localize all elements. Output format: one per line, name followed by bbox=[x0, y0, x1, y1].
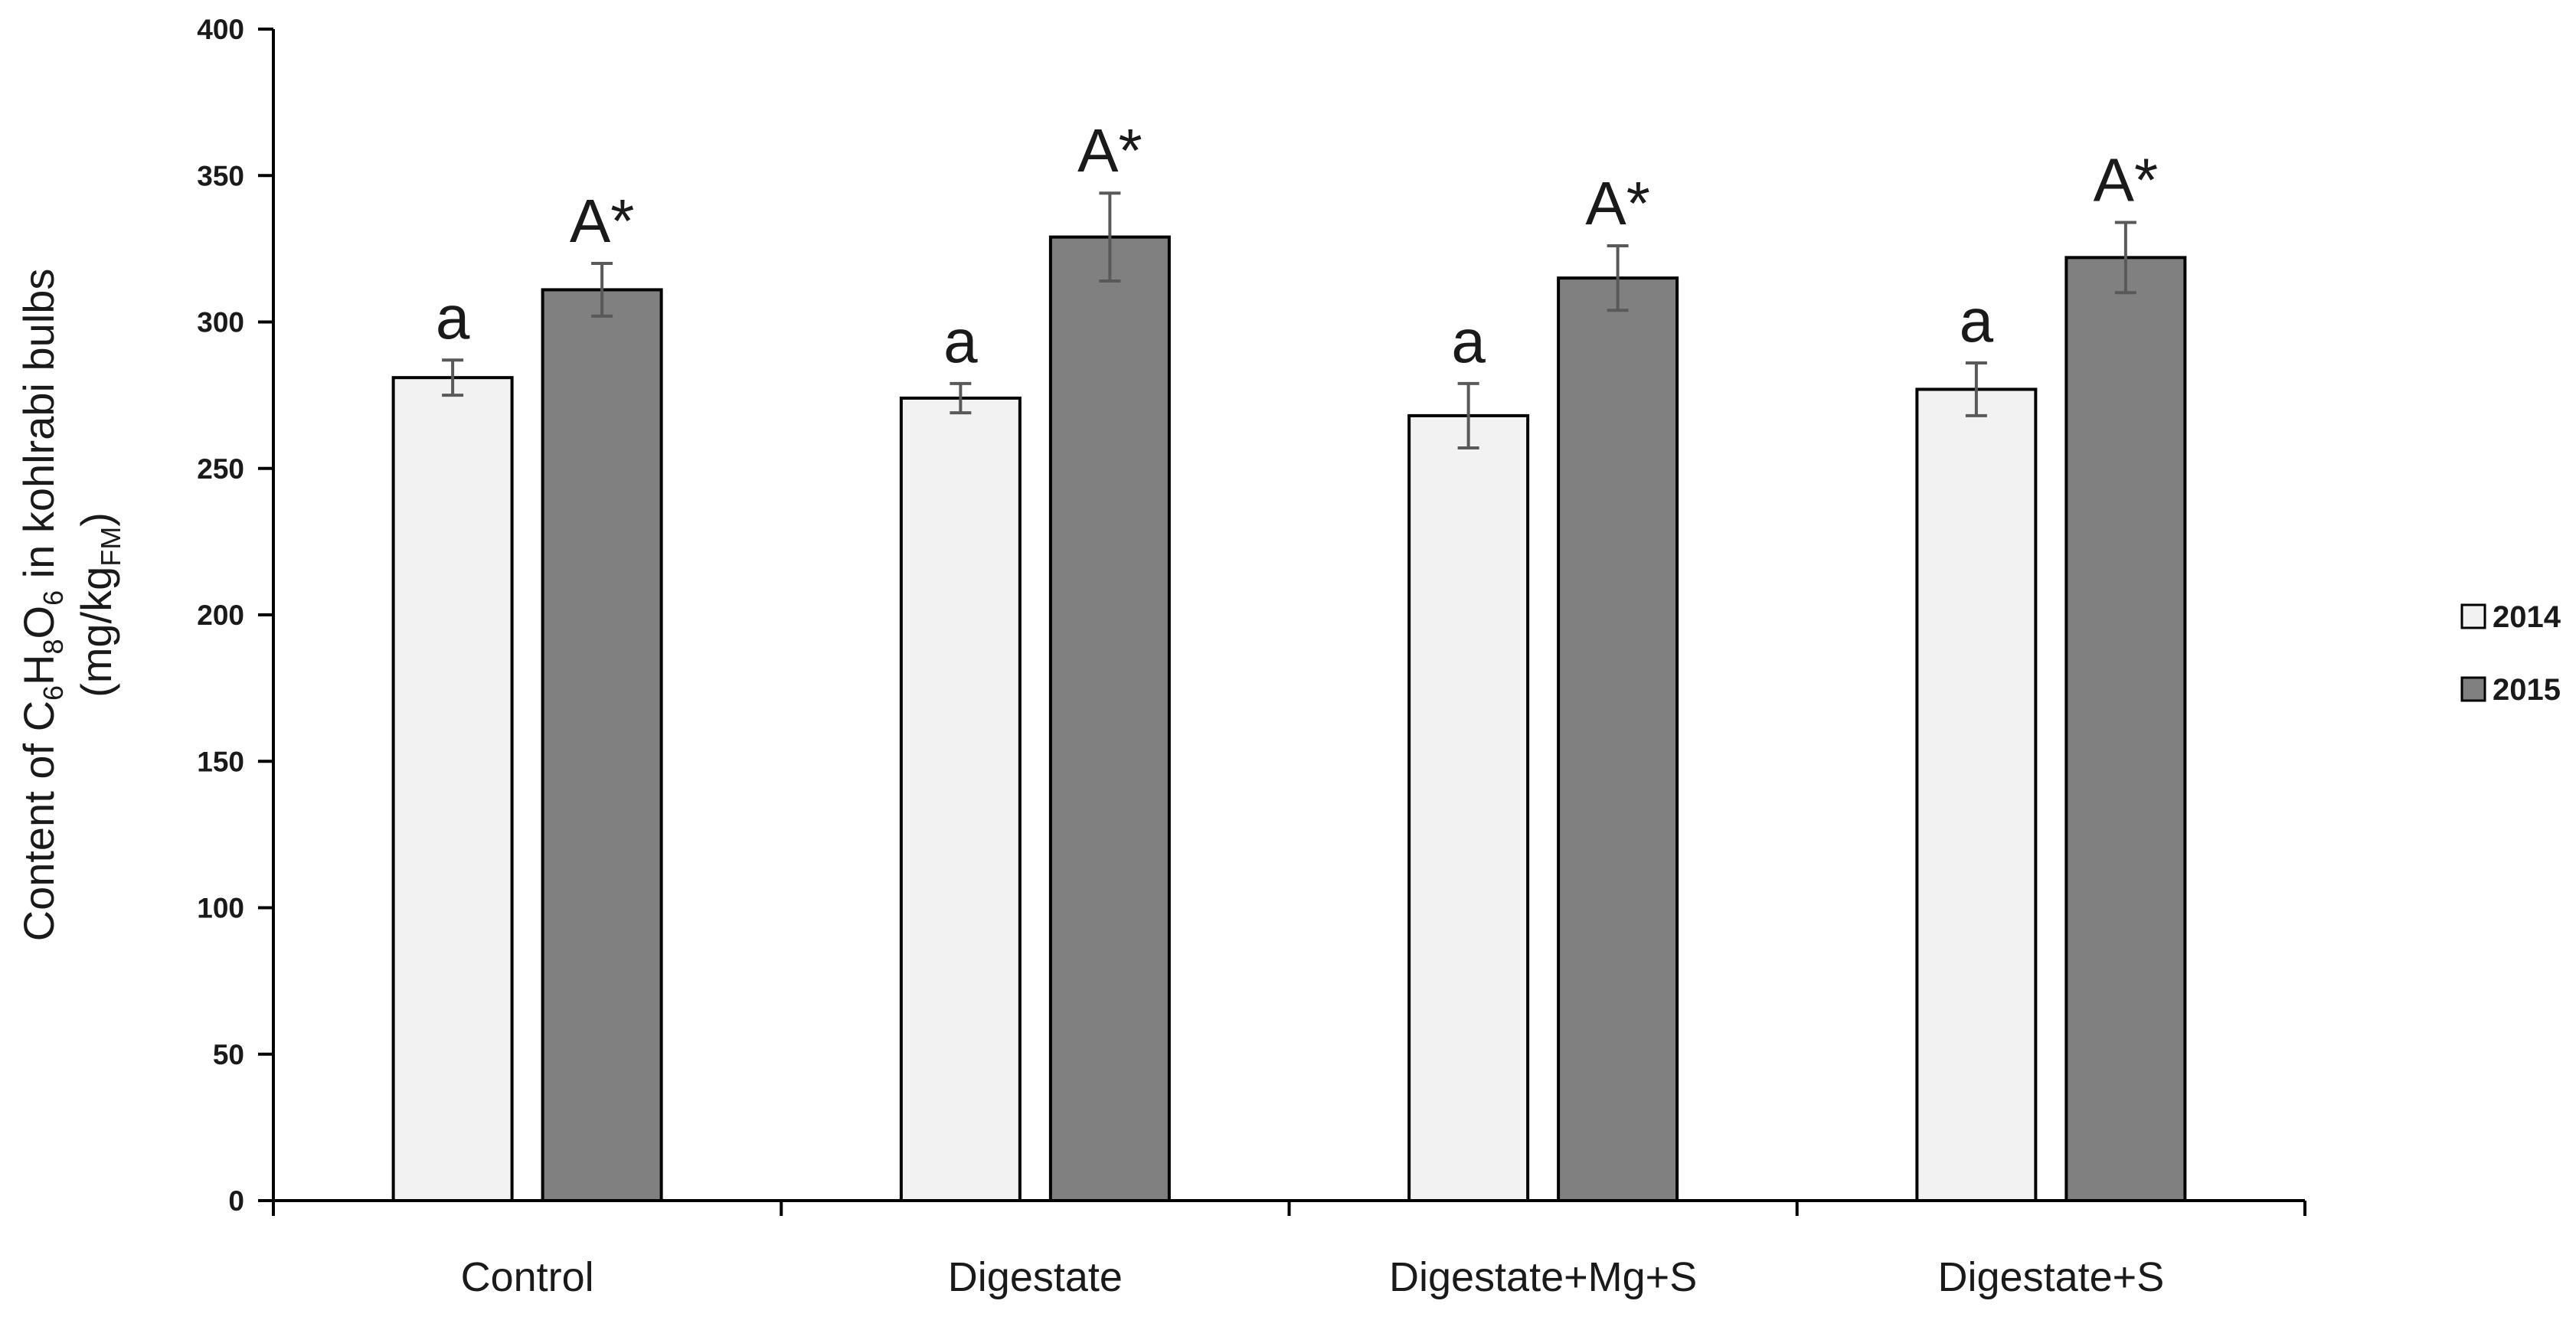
y-tick-label: 300 bbox=[197, 307, 244, 338]
y-tick-label: 200 bbox=[197, 600, 244, 631]
y-tick-label: 250 bbox=[197, 453, 244, 485]
legend-label-2015: 2015 bbox=[2493, 673, 2561, 707]
significance-label: a bbox=[943, 307, 978, 375]
x-category-label: Control bbox=[461, 1254, 594, 1300]
x-category-label: Digestate+Mg+S bbox=[1389, 1254, 1697, 1300]
x-category-label: Digestate+S bbox=[1938, 1254, 2165, 1300]
significance-label: A* bbox=[1585, 169, 1650, 237]
y-tick-label: 150 bbox=[197, 746, 244, 777]
x-category-label: Digestate bbox=[948, 1254, 1123, 1300]
bar-2014 bbox=[1915, 387, 2038, 1203]
significance-label: a bbox=[1960, 286, 1994, 355]
legend: 2014 2015 bbox=[2460, 600, 2561, 707]
y-axis-title: Content of C6H8O6 in kohlrabi bulbs(mg/k… bbox=[15, 269, 126, 942]
legend-label-2014: 2014 bbox=[2493, 600, 2561, 634]
y-axis-title-line: Content of C6H8O6 in kohlrabi bulbs bbox=[15, 269, 69, 942]
y-tick-label: 350 bbox=[197, 160, 244, 191]
y-tick-label: 50 bbox=[213, 1039, 244, 1070]
bar-2014 bbox=[1407, 413, 1530, 1202]
significance-label: a bbox=[436, 283, 470, 351]
y-axis-title-line: (mg/kgFM) bbox=[72, 512, 126, 698]
significance-label: A* bbox=[1077, 116, 1143, 185]
significance-labels: a A* a A* a A* a A* bbox=[436, 116, 2158, 375]
bar-2015 bbox=[1048, 235, 1171, 1203]
x-axis: Control Digestate Digestate+Mg+S Digestate+… bbox=[272, 1199, 2306, 1300]
y-tick-label: 0 bbox=[228, 1185, 244, 1217]
significance-label: A* bbox=[2094, 145, 2159, 214]
significance-label: a bbox=[1451, 307, 1486, 375]
y-axis: 0 50 100 150 200 250 300 350 400 bbox=[197, 14, 275, 1217]
bar-2015 bbox=[541, 288, 663, 1202]
legend-swatch-2015 bbox=[2460, 676, 2486, 702]
bar-2015 bbox=[1557, 276, 1679, 1202]
bars bbox=[391, 191, 2187, 1203]
significance-label: A* bbox=[570, 187, 635, 255]
bar-2015 bbox=[2064, 256, 2187, 1203]
y-tick-label: 100 bbox=[197, 893, 244, 924]
legend-swatch-2014 bbox=[2460, 603, 2486, 629]
bar-2014 bbox=[391, 376, 514, 1202]
y-tick-label: 400 bbox=[197, 14, 244, 45]
bar-2014 bbox=[899, 396, 1022, 1203]
